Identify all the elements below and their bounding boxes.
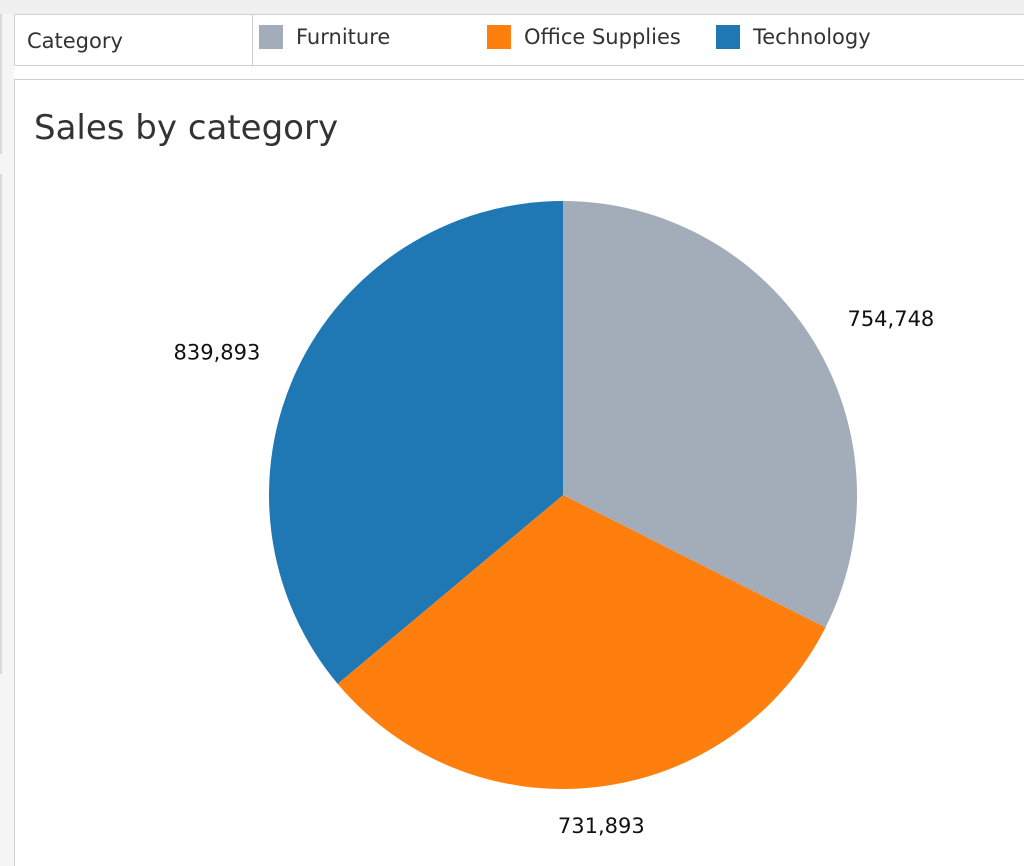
left-divider: [0, 174, 2, 674]
legend-item-office-supplies[interactable]: Office Supplies: [487, 23, 681, 51]
left-divider: [0, 14, 2, 154]
legend-swatch-office-supplies: [487, 25, 511, 49]
pie-chart: 754,748 731,893 839,893: [173, 201, 934, 838]
data-label-office-supplies: 731,893: [558, 814, 645, 838]
legend-label-furniture: Furniture: [296, 25, 391, 49]
top-toolbar-strip: [0, 0, 1024, 15]
legend-title: Category: [15, 15, 253, 65]
legend-swatch-furniture: [259, 25, 283, 49]
legend-swatch-technology: [716, 25, 740, 49]
pie-slice-technology[interactable]: [269, 201, 563, 684]
data-label-technology: 839,893: [173, 341, 260, 365]
category-legend: Category Furniture Office Supplies Techn…: [14, 14, 1024, 66]
data-label-furniture: 754,748: [847, 307, 934, 331]
legend-item-technology[interactable]: Technology: [716, 23, 871, 51]
pie-slice-furniture[interactable]: [563, 201, 858, 628]
chart-panel: Sales by category 754,748 731,893 839,893: [14, 79, 1024, 866]
legend-label-technology: Technology: [753, 25, 871, 49]
left-edge-strip: [0, 14, 14, 866]
legend-label-office-supplies: Office Supplies: [524, 25, 681, 49]
legend-item-furniture[interactable]: Furniture: [259, 23, 390, 51]
chart-title: Sales by category: [34, 108, 339, 148]
pie-slice-office-supplies[interactable]: [337, 495, 826, 789]
